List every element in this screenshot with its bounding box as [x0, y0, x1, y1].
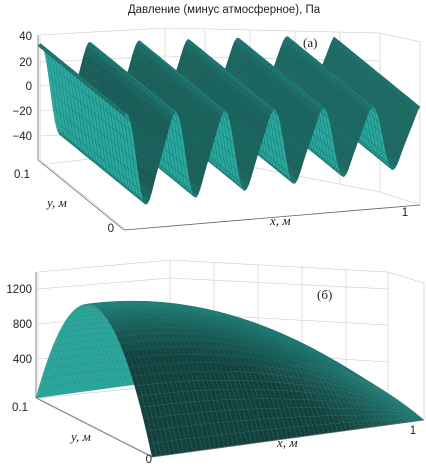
panel-a-ztick-2: 0 [26, 81, 32, 93]
panel-a-ylabel: y, м [45, 195, 67, 210]
panel-a-surface [37, 36, 421, 205]
panel-b-surface-mesh [35, 301, 425, 458]
figure-title: Давление (минус атмосферное), Па [128, 4, 321, 16]
panel-a-ytick-0: 0 [108, 223, 114, 235]
panel-a-ytick-1: 0.1 [14, 169, 30, 181]
panel-a-xlabel: x, м [269, 213, 291, 228]
panel-a-ztick-3: −20 [12, 106, 32, 118]
panel-a-xtick-1: 1 [402, 207, 408, 219]
panel-a: 40 20 0 −20 −40 0.1 0 1 y, м x, м (а) [12, 27, 421, 235]
panel-a-ztick-1: 20 [19, 57, 32, 69]
panel-a-label: (а) [303, 35, 317, 50]
panel-a-ztick-0: 40 [19, 31, 32, 43]
panel-a-ztick-4: −40 [12, 131, 32, 143]
panel-b: 1200 800 400 0.1 0 1 y, м x, м (б) [6, 259, 425, 466]
